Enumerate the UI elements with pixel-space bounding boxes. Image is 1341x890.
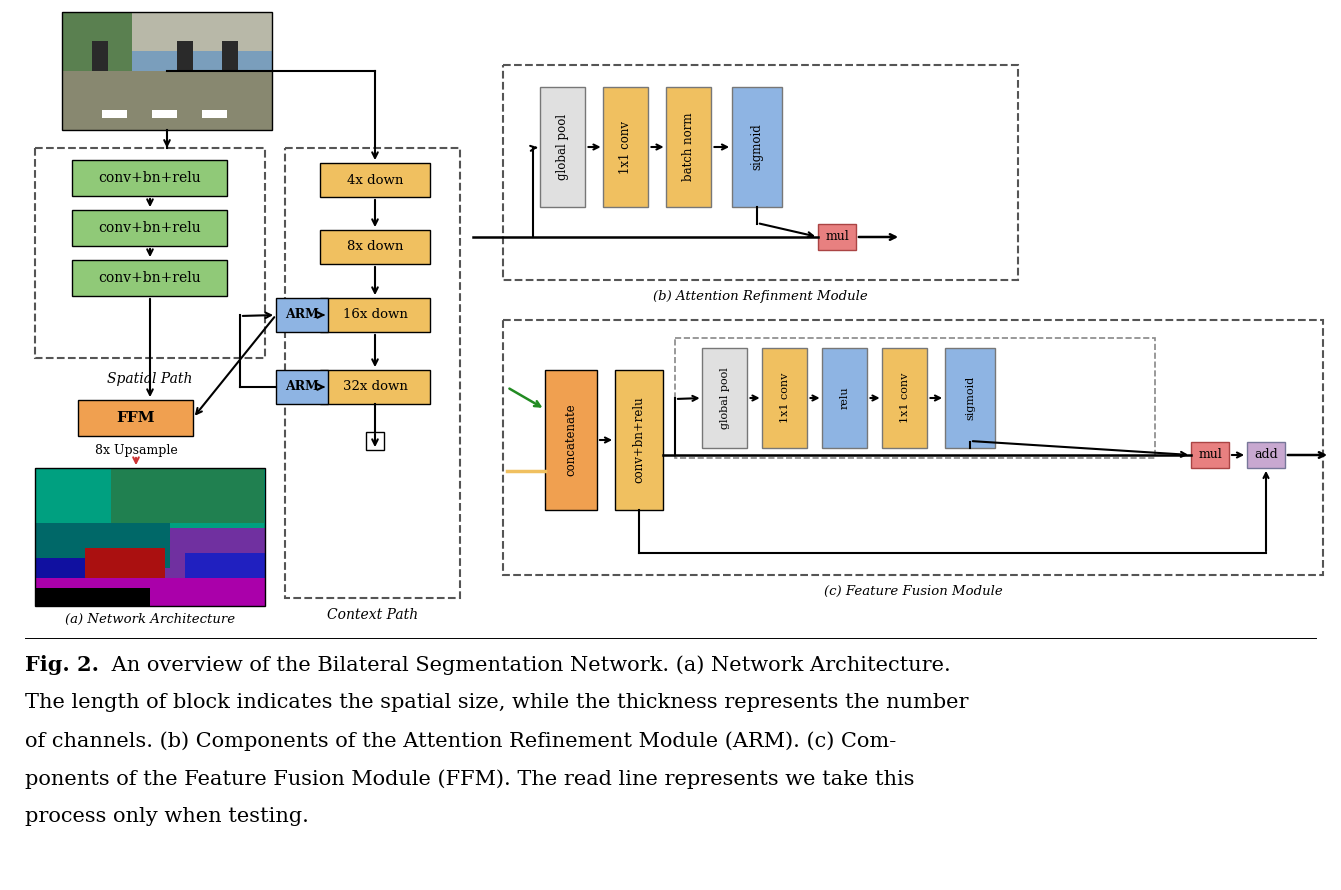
Text: conv+bn+relu: conv+bn+relu (99, 271, 201, 285)
Text: An overview of the Bilateral Segmentation Network. (a) Network Architecture.: An overview of the Bilateral Segmentatio… (105, 655, 951, 675)
FancyBboxPatch shape (276, 298, 329, 332)
Text: ARM: ARM (286, 381, 319, 393)
Text: Context Path: Context Path (327, 608, 418, 622)
FancyBboxPatch shape (366, 432, 384, 450)
Text: FFM: FFM (117, 411, 154, 425)
Text: 32x down: 32x down (342, 381, 408, 393)
Text: mul: mul (1198, 449, 1222, 462)
FancyBboxPatch shape (84, 548, 165, 604)
FancyBboxPatch shape (703, 348, 747, 448)
Text: add: add (1254, 449, 1278, 462)
Text: of channels. (b) Components of the Attention Refinement Module (ARM). (c) Com-: of channels. (b) Components of the Atten… (25, 731, 896, 750)
FancyBboxPatch shape (72, 160, 228, 196)
FancyBboxPatch shape (320, 370, 430, 404)
Text: 1x1 conv: 1x1 conv (780, 373, 790, 423)
FancyBboxPatch shape (732, 87, 782, 207)
FancyBboxPatch shape (1247, 442, 1285, 468)
Text: ponents of the Feature Fusion Module (FFM). The read line represents we take thi: ponents of the Feature Fusion Module (FF… (25, 769, 915, 789)
Text: mul: mul (825, 231, 849, 244)
Text: Spatial Path: Spatial Path (107, 372, 193, 386)
Text: conv+bn+relu: conv+bn+relu (633, 397, 645, 483)
FancyBboxPatch shape (72, 210, 228, 246)
FancyBboxPatch shape (603, 87, 649, 207)
Text: concatenate: concatenate (565, 404, 578, 476)
FancyBboxPatch shape (185, 553, 266, 606)
Text: The length of block indicates the spatial size, while the thickness represents t: The length of block indicates the spatia… (25, 693, 968, 712)
FancyBboxPatch shape (882, 348, 928, 448)
Text: batch norm: batch norm (683, 113, 696, 182)
Text: 1x1 conv: 1x1 conv (620, 120, 633, 174)
Text: 16x down: 16x down (342, 309, 408, 321)
FancyBboxPatch shape (320, 230, 430, 264)
FancyBboxPatch shape (202, 110, 227, 118)
Text: 4x down: 4x down (347, 174, 404, 187)
FancyBboxPatch shape (666, 87, 712, 207)
FancyBboxPatch shape (62, 71, 272, 130)
FancyBboxPatch shape (822, 348, 868, 448)
Text: sigmoid: sigmoid (966, 376, 975, 420)
FancyBboxPatch shape (35, 468, 266, 528)
FancyBboxPatch shape (818, 224, 856, 250)
FancyBboxPatch shape (93, 41, 109, 71)
Text: process only when testing.: process only when testing. (25, 807, 308, 826)
FancyBboxPatch shape (35, 578, 266, 606)
FancyBboxPatch shape (1191, 442, 1228, 468)
FancyBboxPatch shape (223, 41, 237, 71)
FancyBboxPatch shape (320, 298, 430, 332)
FancyBboxPatch shape (152, 110, 177, 118)
FancyBboxPatch shape (177, 41, 193, 71)
FancyBboxPatch shape (540, 87, 586, 207)
FancyBboxPatch shape (35, 558, 84, 606)
FancyBboxPatch shape (276, 370, 329, 404)
FancyBboxPatch shape (616, 370, 662, 510)
FancyBboxPatch shape (945, 348, 995, 448)
FancyBboxPatch shape (72, 260, 228, 296)
FancyBboxPatch shape (320, 163, 430, 197)
FancyBboxPatch shape (78, 400, 193, 436)
FancyBboxPatch shape (131, 12, 272, 51)
Text: global pool: global pool (557, 114, 570, 180)
FancyBboxPatch shape (102, 110, 127, 118)
Text: 8x Upsample: 8x Upsample (95, 444, 177, 457)
FancyBboxPatch shape (62, 12, 131, 71)
Text: global pool: global pool (720, 367, 730, 429)
FancyBboxPatch shape (35, 468, 266, 606)
Text: 8x down: 8x down (347, 240, 404, 254)
Text: conv+bn+relu: conv+bn+relu (99, 171, 201, 185)
Text: Fig. 2.: Fig. 2. (25, 655, 99, 675)
Text: (a) Network Architecture: (a) Network Architecture (64, 613, 235, 626)
Text: 1x1 conv: 1x1 conv (900, 373, 911, 423)
Text: conv+bn+relu: conv+bn+relu (99, 221, 201, 235)
FancyBboxPatch shape (763, 348, 807, 448)
FancyBboxPatch shape (544, 370, 597, 510)
FancyBboxPatch shape (35, 588, 150, 606)
Text: sigmoid: sigmoid (751, 124, 763, 170)
Text: (c) Feature Fusion Module: (c) Feature Fusion Module (823, 585, 1002, 598)
FancyBboxPatch shape (111, 468, 264, 523)
Text: relu: relu (839, 386, 850, 409)
Text: ARM: ARM (286, 309, 319, 321)
Text: (b) Attention Refinment Module: (b) Attention Refinment Module (653, 290, 868, 303)
FancyBboxPatch shape (35, 523, 170, 568)
FancyBboxPatch shape (62, 12, 272, 71)
